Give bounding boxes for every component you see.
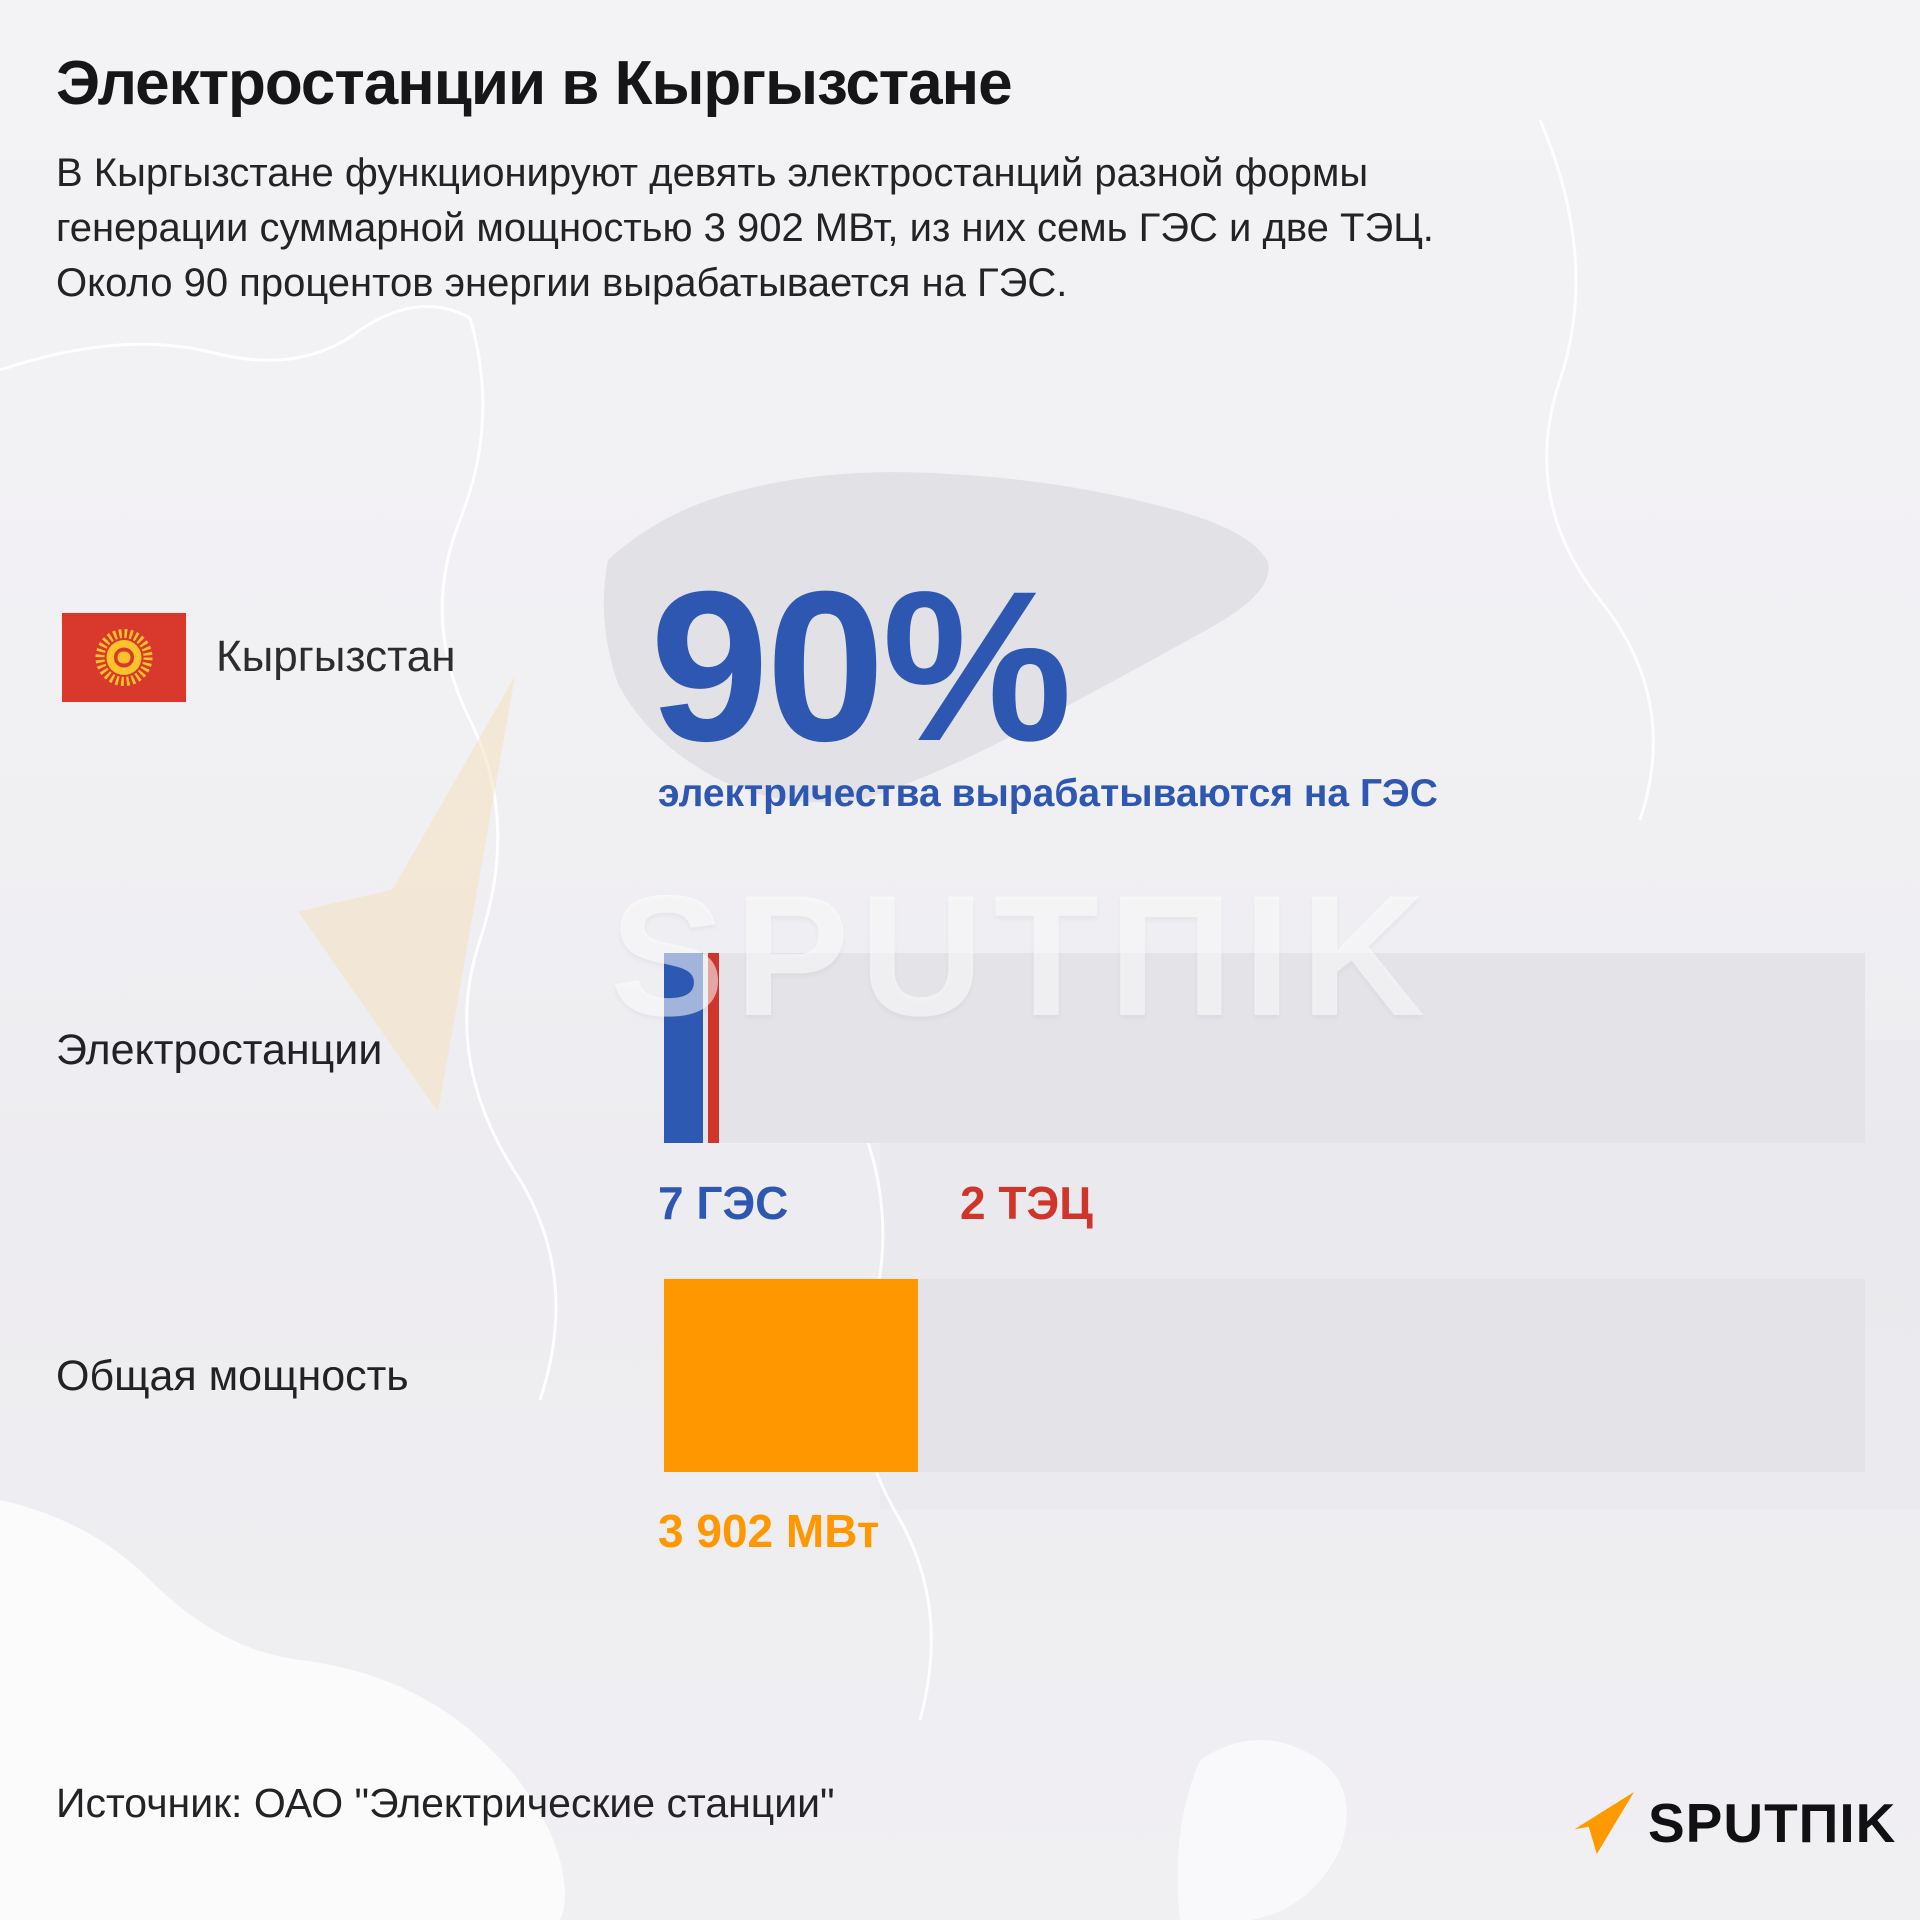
intro-line-2: генерации суммарной мощностью 3 902 МВт,… — [56, 206, 1434, 250]
bar-total-capacity — [664, 1279, 918, 1472]
label-hpp: 7 ГЭС — [658, 1177, 789, 1229]
bar-hpp — [664, 953, 703, 1143]
country-label: Кыргызстан — [216, 632, 456, 681]
kyrgyzstan-map-shape — [603, 472, 1269, 803]
hero-caption: электричества вырабатываются на ГЭС — [658, 772, 1438, 815]
page-title: Электростанции в Кыргызстане — [56, 49, 1013, 118]
intro-line-3: Около 90 процентов энергии вырабатываетс… — [56, 261, 1068, 305]
plane-watermark-icon — [298, 676, 515, 1112]
intro-line-1: В Кыргызстане функционируют девять элект… — [56, 151, 1369, 195]
bar-track-power-plants — [664, 953, 1865, 1143]
label-total-capacity: 3 902 МВт — [658, 1505, 880, 1557]
source-text: Источник: ОАО "Электрические станции" — [56, 1780, 835, 1826]
intro-text: В Кыргызстане функционируют девять элект… — [56, 146, 1434, 311]
row-label-power-plants: Электростанции — [56, 1026, 383, 1074]
row-label-total-capacity: Общая мощность — [56, 1352, 409, 1400]
kyrgyzstan-flag — [62, 613, 186, 702]
label-chp: 2 ТЭЦ — [960, 1177, 1093, 1229]
hero-percentage: 90% — [650, 547, 1072, 786]
sputnik-logo: SPUTΠIK — [1572, 1790, 1896, 1856]
bar-chp — [708, 953, 719, 1143]
bar-track-total-capacity — [664, 1279, 1865, 1472]
sputnik-plane-icon — [1574, 1792, 1634, 1854]
sputnik-logo-text: SPUTΠIK — [1648, 1792, 1897, 1854]
